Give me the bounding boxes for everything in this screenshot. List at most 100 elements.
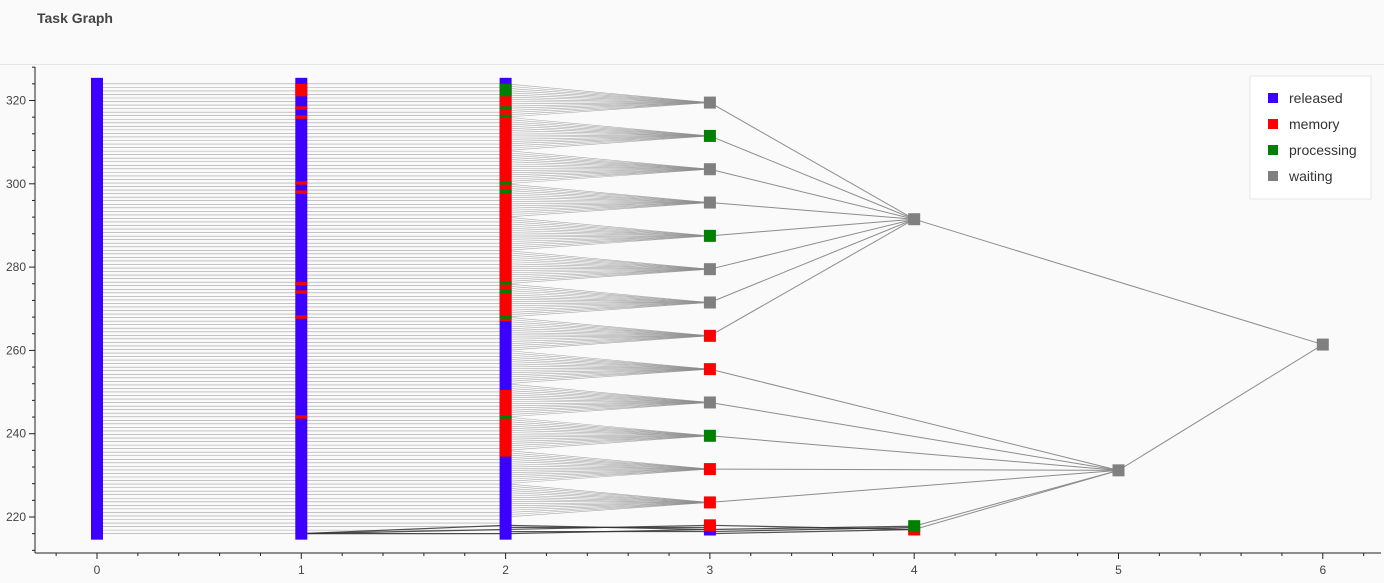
edge-2-3 xyxy=(505,490,710,503)
edge-2-3 xyxy=(505,402,710,407)
edge-2-3 xyxy=(505,299,710,303)
edge-2-3 xyxy=(505,468,710,476)
edge-2-3 xyxy=(505,402,710,416)
edge-2-3 xyxy=(505,235,710,247)
edge-2-3 xyxy=(505,134,710,137)
edge xyxy=(709,401,1119,471)
task-node-processing xyxy=(703,429,716,442)
edge-2-3 xyxy=(505,292,710,303)
edge-2-3 xyxy=(505,302,710,307)
edge-2-3 xyxy=(505,85,710,103)
edge-2-3 xyxy=(505,290,710,303)
edge-2-3 xyxy=(505,219,710,237)
edge-2-3 xyxy=(505,202,710,209)
dense-edge xyxy=(709,526,915,533)
task-segment-processing xyxy=(499,281,512,285)
edge-2-3 xyxy=(505,185,710,203)
edge-2-3 xyxy=(505,327,710,337)
edge xyxy=(709,102,915,220)
x-tick-label: 5 xyxy=(1115,563,1122,577)
task-segment-memory xyxy=(295,115,308,119)
dense-edge xyxy=(709,528,915,535)
edge-2-3 xyxy=(505,168,710,171)
edge-2-3 xyxy=(505,261,710,270)
x-tick-label: 2 xyxy=(502,563,509,577)
edge-2-3 xyxy=(505,335,710,340)
edge-2-3 xyxy=(505,458,710,470)
edge-2-3 xyxy=(505,83,710,103)
edge-2-3 xyxy=(505,435,710,440)
edge-2-3 xyxy=(505,368,710,385)
edge-2-3 xyxy=(505,285,710,303)
legend-swatch-memory xyxy=(1268,119,1278,129)
x-tick-label: 4 xyxy=(911,563,918,577)
task-node-waiting xyxy=(908,213,921,226)
edge-2-3 xyxy=(505,356,710,370)
edge-2-3 xyxy=(505,350,710,370)
dense-edge xyxy=(301,528,506,535)
edge xyxy=(709,368,1119,471)
edge-2-3 xyxy=(505,161,710,170)
edge-2-3 xyxy=(505,252,710,270)
edge-2-3 xyxy=(505,135,710,147)
edge-2-3 xyxy=(505,150,710,170)
task-segment-memory xyxy=(295,106,308,110)
task-segment-processing xyxy=(499,83,512,97)
task-segment-memory xyxy=(295,315,308,319)
edge-2-3 xyxy=(505,96,710,103)
edge-2-3 xyxy=(505,235,710,242)
edge-2-3 xyxy=(505,385,710,403)
edge-2-3 xyxy=(505,152,710,170)
edge-2-3 xyxy=(505,502,710,511)
edge-2-3 xyxy=(505,168,710,182)
edge-2-3 xyxy=(505,199,710,203)
edge-2-3 xyxy=(505,402,710,405)
edge-2-3 xyxy=(505,167,710,170)
edge-2-3 xyxy=(505,268,710,271)
edge-2-3 xyxy=(505,235,710,245)
task-segment-memory xyxy=(295,415,308,419)
edge-2-3 xyxy=(505,201,710,203)
edge-2-3 xyxy=(505,232,710,237)
edge-2-3 xyxy=(505,102,710,114)
edge-2-3 xyxy=(505,92,710,103)
edge-2-3 xyxy=(505,168,710,176)
y-tick-label: 260 xyxy=(6,343,26,357)
edge-2-3 xyxy=(505,487,710,503)
edge-2-3 xyxy=(505,259,710,270)
task-node-processing xyxy=(703,229,716,242)
edge-2-3 xyxy=(505,225,710,237)
edge-2-3 xyxy=(505,468,710,482)
task-segment-processing xyxy=(499,114,512,118)
edge-2-3 xyxy=(505,135,710,149)
x-tick-label: 1 xyxy=(298,563,305,577)
y-tick-label: 300 xyxy=(6,177,26,191)
task-segment-memory xyxy=(295,181,308,185)
edge-2-3 xyxy=(505,398,710,403)
edge-2-3 xyxy=(505,156,710,170)
edge-2-3 xyxy=(505,254,710,270)
edge-2-3 xyxy=(505,361,710,370)
task-column-0 xyxy=(91,77,103,540)
edge-2-3 xyxy=(505,454,710,470)
edge-2-3 xyxy=(505,102,710,116)
edge-2-3 xyxy=(505,492,710,503)
edge-2-3 xyxy=(505,192,710,203)
task-node-processing xyxy=(703,129,716,142)
task-segment-processing xyxy=(499,315,512,319)
edge-2-3 xyxy=(505,502,710,507)
edge-2-3 xyxy=(505,363,710,370)
edge-2-3 xyxy=(505,435,710,438)
legend: released memory processing waiting xyxy=(1249,75,1372,200)
legend-swatch-waiting xyxy=(1268,171,1278,181)
edge-2-3 xyxy=(505,116,710,137)
edge-2-3 xyxy=(505,256,710,270)
edge-2-3 xyxy=(505,402,710,418)
edge-2-3 xyxy=(505,368,710,376)
edge-2-3 xyxy=(505,501,710,503)
edge-2-3 xyxy=(505,496,710,503)
edge-2-3 xyxy=(505,235,710,249)
edge xyxy=(709,202,915,220)
edge-2-3 xyxy=(505,352,710,370)
